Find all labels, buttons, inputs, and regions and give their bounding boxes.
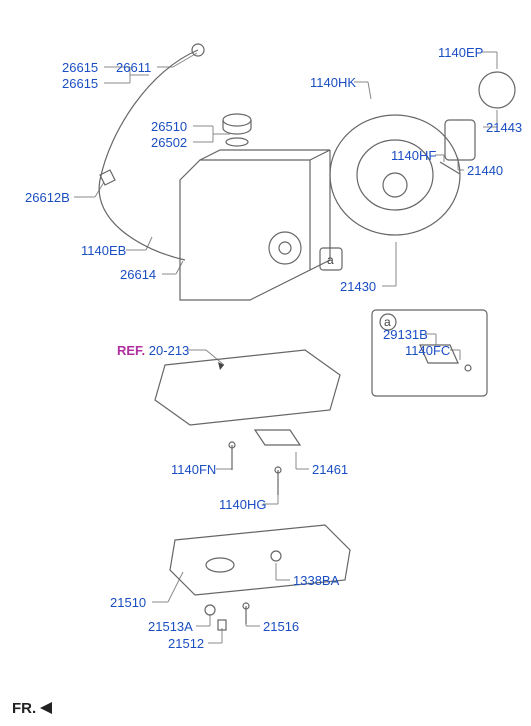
callout-21510: 21510: [110, 595, 146, 610]
callout-26615b: 26615: [62, 76, 98, 91]
callout-1140HF: 1140HF: [391, 148, 436, 163]
callout-21516: 21516: [263, 619, 299, 634]
callout-1140HG: 1140HG: [219, 497, 266, 512]
callout-26611: 26611: [116, 60, 151, 75]
fr-arrow-icon: [40, 702, 52, 714]
fr-label: FR.: [12, 700, 36, 717]
callout-26615a: 26615: [62, 60, 98, 75]
callout-21461: 21461: [312, 462, 348, 477]
callout-21440: 21440: [467, 163, 503, 178]
callout-21443: 21443: [486, 120, 522, 135]
callout-1140HK: 1140HK: [310, 75, 356, 90]
ref-label: REF. 20-213: [117, 343, 189, 358]
callout-26510: 26510: [151, 119, 187, 134]
ref-prefix: REF.: [117, 343, 145, 358]
callout-26612B: 26612B: [25, 190, 70, 205]
callout-26614: 26614: [120, 267, 156, 282]
callout-1140EB: 1140EB: [81, 243, 126, 258]
callout-21513A: 21513A: [148, 619, 193, 634]
callout-1338BA: 1338BA: [293, 573, 339, 588]
a-marker-1: a: [327, 253, 334, 267]
callout-26502: 26502: [151, 135, 187, 150]
callout-21430: 21430: [340, 279, 376, 294]
part-drawings: a a: [0, 0, 531, 726]
callout-21512: 21512: [168, 636, 204, 651]
callout-1140FC: 1140FC: [405, 343, 450, 358]
callout-29131B: 29131B: [383, 327, 428, 342]
ref-number: 20-213: [149, 343, 189, 358]
callout-1140EP: 1140EP: [438, 45, 483, 60]
callout-1140FN: 1140FN: [171, 462, 216, 477]
